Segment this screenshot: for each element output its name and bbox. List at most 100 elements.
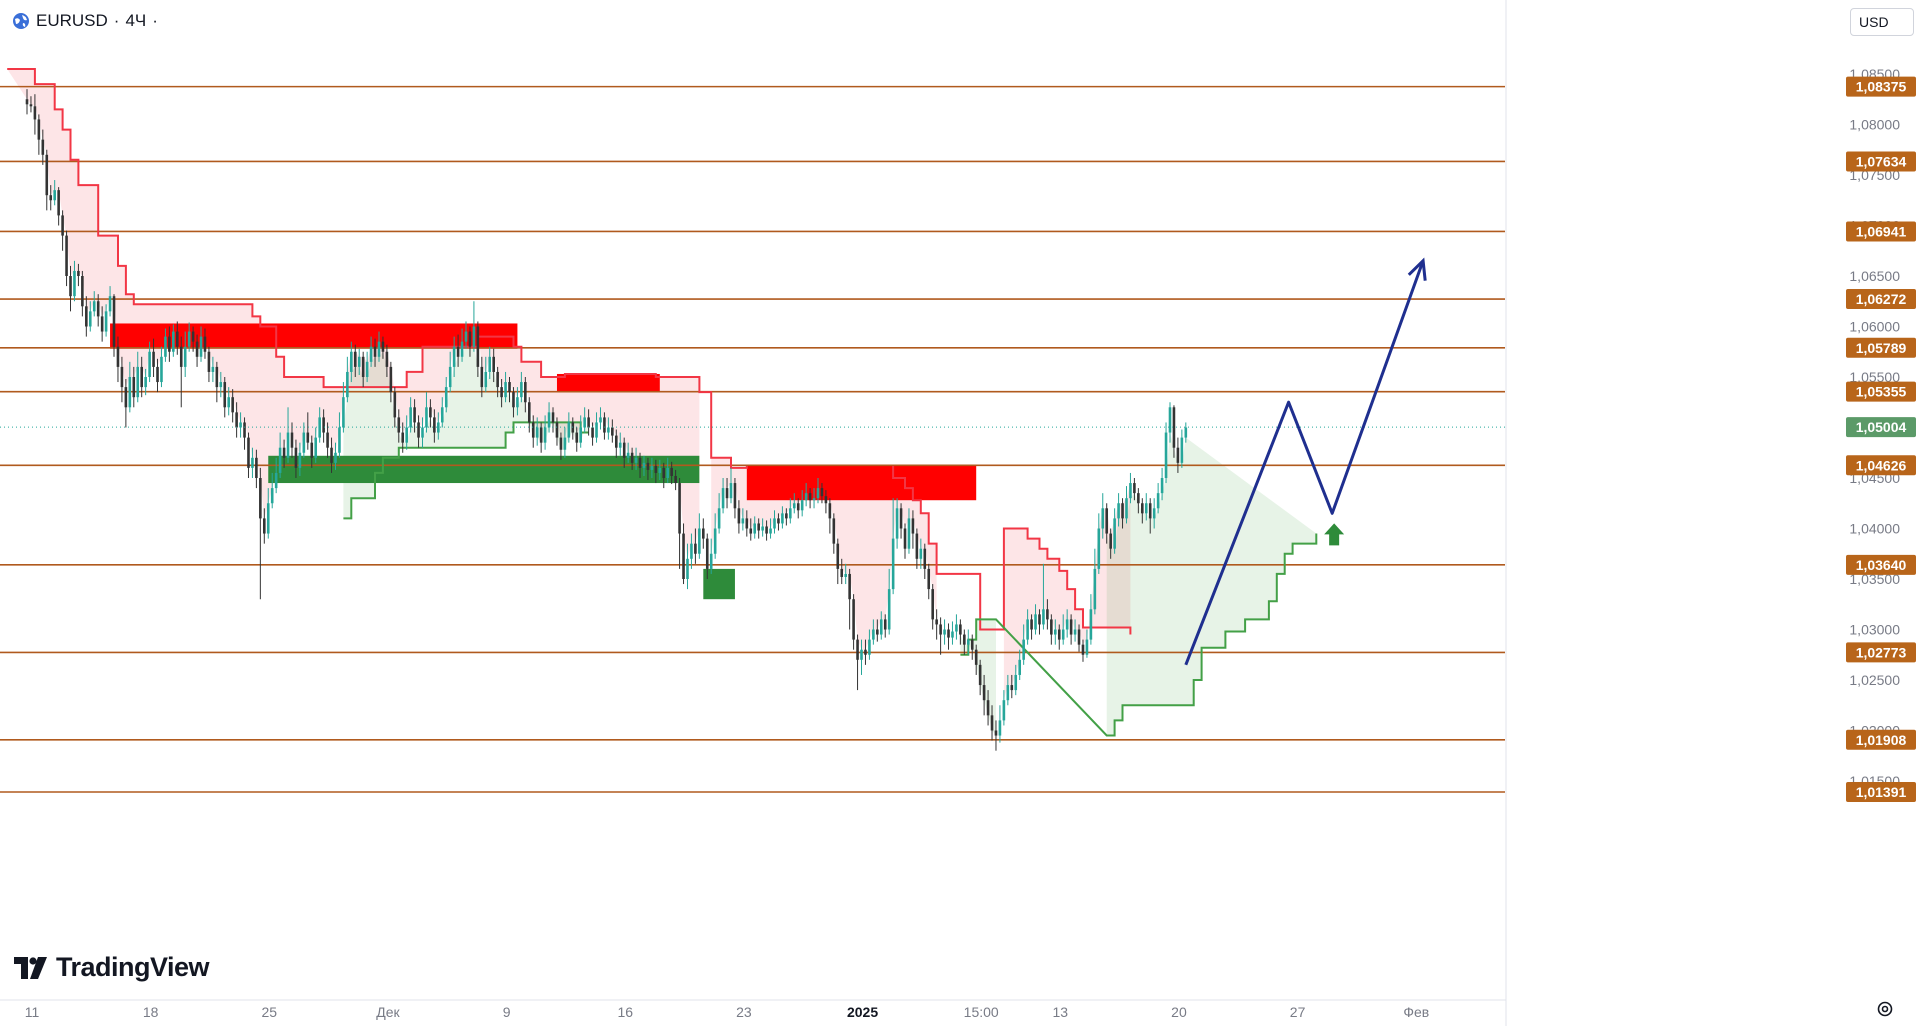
candle-body bbox=[927, 568, 931, 590]
candle bbox=[203, 328, 207, 359]
candle bbox=[65, 230, 68, 287]
candle-body bbox=[1065, 619, 1069, 630]
candle bbox=[199, 326, 203, 362]
chart-settings-button[interactable] bbox=[1872, 996, 1898, 1022]
candle bbox=[425, 392, 428, 433]
candle bbox=[92, 291, 96, 317]
candle bbox=[148, 341, 151, 383]
candle bbox=[879, 611, 883, 640]
candle bbox=[274, 457, 278, 494]
candle bbox=[1152, 498, 1156, 529]
candle-body bbox=[199, 336, 203, 357]
candle-body bbox=[630, 452, 634, 463]
candle-body bbox=[215, 366, 219, 388]
candle bbox=[1113, 508, 1116, 554]
candle-body bbox=[41, 139, 45, 155]
candle bbox=[266, 488, 270, 539]
candle-body bbox=[385, 351, 389, 367]
candle-body bbox=[361, 356, 365, 377]
candle bbox=[116, 336, 120, 383]
candle bbox=[630, 447, 634, 470]
candle bbox=[836, 538, 840, 585]
candle-body bbox=[148, 351, 151, 377]
candle bbox=[587, 409, 590, 436]
price-tick-label: 1,06500 bbox=[1849, 268, 1900, 284]
candle bbox=[152, 338, 155, 377]
candle bbox=[872, 619, 875, 645]
time-tick-label: 18 bbox=[143, 1004, 159, 1020]
candle bbox=[1097, 513, 1101, 574]
resistance-zone-3 bbox=[746, 465, 977, 501]
candle bbox=[306, 412, 310, 450]
candle bbox=[591, 422, 594, 446]
candle bbox=[452, 336, 456, 377]
candle-body bbox=[306, 432, 310, 443]
candle bbox=[563, 427, 567, 458]
candle-body bbox=[1073, 629, 1077, 635]
candle bbox=[373, 338, 377, 367]
candle bbox=[144, 368, 147, 396]
candle-body bbox=[587, 417, 590, 428]
candle-body bbox=[456, 346, 460, 357]
globe-icon bbox=[13, 13, 29, 29]
candle-body bbox=[1156, 493, 1160, 509]
candle bbox=[488, 346, 492, 380]
candle-body bbox=[496, 371, 499, 388]
candle bbox=[713, 513, 717, 559]
price-level-tag bbox=[1846, 337, 1916, 358]
candle bbox=[282, 439, 286, 468]
candle-body bbox=[1125, 498, 1128, 519]
candle-body bbox=[891, 538, 895, 590]
candle bbox=[393, 387, 397, 428]
candle bbox=[994, 720, 998, 751]
candle-body bbox=[1042, 609, 1045, 625]
candle bbox=[903, 523, 907, 559]
symbol-header[interactable]: EURUSD · 4Ч · bbox=[12, 8, 158, 34]
resistance-zone-1 bbox=[110, 323, 518, 349]
candle-body bbox=[326, 432, 329, 448]
support-trailing-line-2 bbox=[960, 533, 1318, 737]
candle bbox=[1125, 486, 1128, 524]
candle-body bbox=[1089, 609, 1093, 640]
candle-body bbox=[136, 366, 140, 398]
price-level-tag bbox=[1846, 554, 1916, 575]
candle bbox=[96, 294, 100, 327]
time-tick-label: Фев bbox=[1403, 1004, 1429, 1020]
candle-body bbox=[646, 462, 650, 470]
candle bbox=[164, 328, 167, 362]
candle-body bbox=[88, 311, 92, 327]
price-level-tag-label: 1,05355 bbox=[1856, 384, 1907, 400]
candle-body bbox=[781, 513, 784, 524]
candle bbox=[472, 301, 476, 352]
candle bbox=[361, 351, 365, 388]
candle-body bbox=[124, 387, 128, 408]
candle bbox=[247, 432, 250, 478]
candle-body bbox=[492, 356, 495, 372]
candle bbox=[832, 513, 836, 554]
candle-body bbox=[460, 341, 464, 357]
candle-body bbox=[69, 276, 72, 297]
price-level-tag-label: 1,04626 bbox=[1856, 457, 1907, 473]
price-level-tag bbox=[1846, 151, 1916, 172]
candle-body bbox=[583, 417, 586, 428]
candle bbox=[128, 361, 132, 413]
candle-body bbox=[879, 619, 883, 635]
candle-body bbox=[405, 427, 408, 443]
price-level-tag-label: 1,06941 bbox=[1856, 223, 1907, 239]
projection-path bbox=[1184, 260, 1425, 666]
candle-body bbox=[563, 437, 567, 450]
candle bbox=[444, 377, 448, 413]
candle-body bbox=[808, 493, 812, 501]
candle-body bbox=[836, 543, 840, 569]
candle-body bbox=[120, 366, 124, 388]
candle-body bbox=[614, 435, 618, 448]
candle-body bbox=[1057, 629, 1061, 640]
candle bbox=[1006, 674, 1010, 706]
candle bbox=[618, 432, 622, 456]
currency-select[interactable]: USD bbox=[1850, 8, 1914, 36]
candle bbox=[1093, 548, 1097, 615]
candle-body bbox=[899, 508, 903, 529]
candle bbox=[385, 344, 389, 377]
candle-body bbox=[259, 478, 262, 519]
